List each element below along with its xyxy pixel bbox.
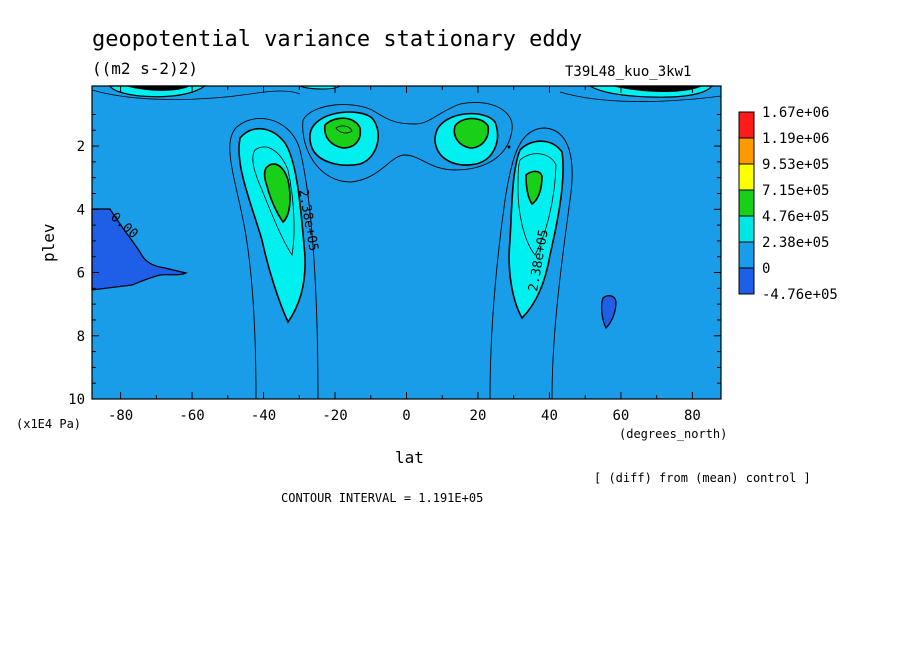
- y-tick-label: 2: [77, 139, 85, 155]
- x-axis-label: lat: [395, 448, 424, 467]
- chart-title: geopotential variance stationary eddy: [92, 27, 582, 52]
- y-tick-label: 4: [77, 202, 85, 218]
- colorbar: 1.67e+06 1.19e+06 9.53e+05 7.15e+05 4.76e+05…: [738, 105, 838, 303]
- x-tick-label: -20: [322, 408, 347, 424]
- colorbar-label: -4.76e+05: [762, 287, 838, 303]
- top-right-thin-contour: [559, 91, 722, 102]
- colorbar-label: 1.19e+06: [762, 131, 829, 147]
- colorbar-swatch: [738, 137, 755, 165]
- frame-ticks: [91, 85, 722, 400]
- nh-outer-contour: [489, 127, 573, 400]
- sh-lobe-inner: [252, 146, 295, 257]
- y-axis-units: (x1E4 Pa): [16, 417, 81, 431]
- colorbar-swatch: [738, 189, 755, 217]
- colorbar-label: 4.76e+05: [762, 209, 829, 225]
- nh-lobe-inner: [517, 153, 557, 256]
- colorbar-swatch: [738, 267, 755, 295]
- x-tick-label: -80: [108, 408, 133, 424]
- colorbar-swatch: [738, 215, 755, 243]
- nh-lobe-cyan: [508, 140, 564, 320]
- x-tick-label: 80: [684, 408, 701, 424]
- chart-units: ((m2 s-2)2): [92, 59, 198, 78]
- upper-left-green: [323, 117, 362, 149]
- colorbar-label: 7.15e+05: [762, 183, 829, 199]
- colorbar-swatch: [738, 241, 755, 269]
- x-tick-label: 0: [402, 408, 410, 424]
- colorbar-swatch: [738, 111, 755, 139]
- y-tick-label: 8: [77, 329, 85, 345]
- footnote: [ (diff) from (mean) control ]: [594, 471, 811, 485]
- sh-lobe-green: [263, 163, 291, 224]
- y-axis-label: plev: [39, 223, 58, 262]
- negative-region-north: [600, 295, 617, 330]
- sh-outer-contour: [229, 118, 319, 400]
- y-tick-labels: 2 4 6 8 10: [68, 139, 85, 408]
- colorbar-swatch: [738, 163, 755, 191]
- plot-background: [92, 86, 721, 399]
- colorbar-label: 0: [762, 261, 770, 277]
- sh-lobe-cyan: [238, 128, 306, 324]
- run-label: T39L48_kuo_3kw1: [565, 64, 691, 80]
- x-axis-units: (degrees_north): [619, 427, 727, 441]
- negative-region-south: [91, 208, 188, 291]
- upper-right-green: [453, 117, 490, 149]
- colorbar-label: 1.67e+06: [762, 105, 829, 121]
- x-tick-labels: -80 -60 -40 -20 0 20 40 60 80: [108, 408, 701, 424]
- plot-area: 0.00 2.38e+05 2.38e+05: [91, 85, 722, 400]
- contour-dot: [507, 145, 511, 149]
- top-thin-contour: [91, 89, 301, 100]
- x-tick-label: 60: [613, 408, 630, 424]
- x-tick-label: -40: [251, 408, 276, 424]
- y-tick-label: 6: [77, 266, 85, 282]
- y-tick-label: 10: [68, 392, 85, 408]
- colorbar-label: 2.38e+05: [762, 235, 829, 251]
- x-tick-label: -60: [179, 408, 204, 424]
- contour-interval: CONTOUR INTERVAL = 1.191E+05: [281, 491, 483, 505]
- upper-left-inner: [335, 125, 353, 134]
- tropical-enclosing-contour: [302, 102, 513, 183]
- x-tick-label: 40: [541, 408, 558, 424]
- colorbar-label: 9.53e+05: [762, 157, 829, 173]
- x-tick-label: 20: [470, 408, 487, 424]
- nh-lobe-green: [525, 170, 543, 206]
- top-left-core: [125, 86, 190, 91]
